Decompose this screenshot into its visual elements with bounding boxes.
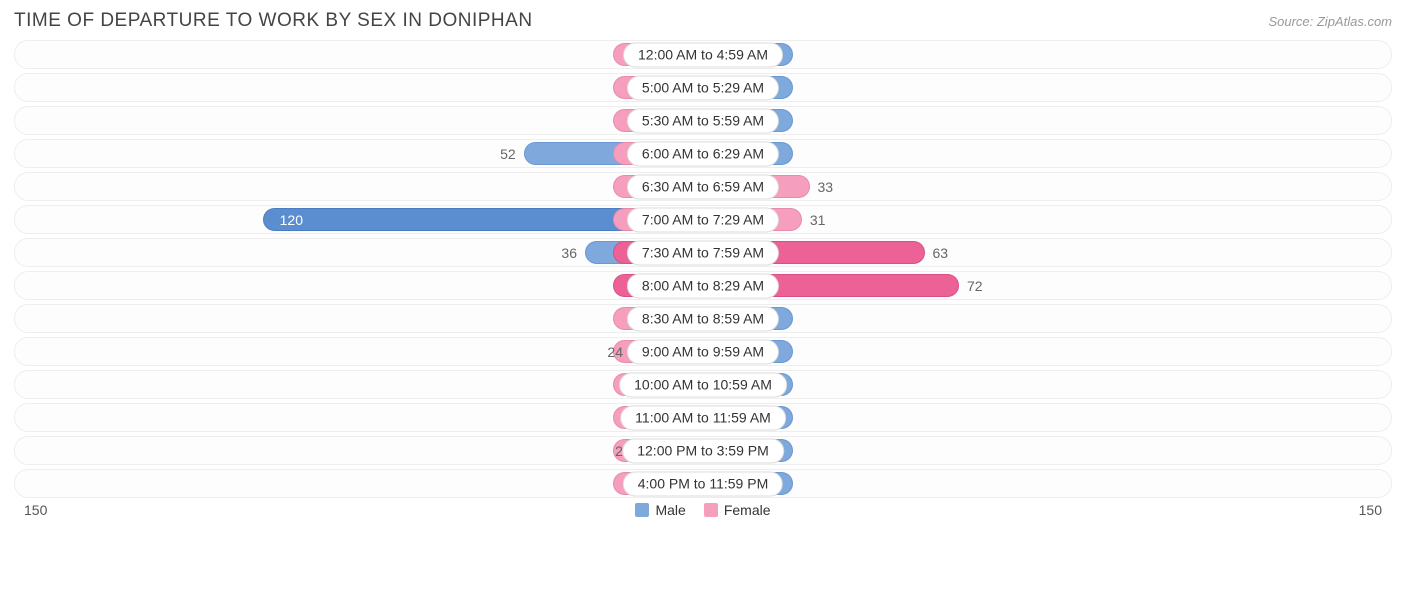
chart-row: 120 31 7:00 AM to 7:29 AM (14, 205, 1392, 234)
time-range-label: 7:00 AM to 7:29 AM (627, 207, 779, 232)
female-value: 33 (818, 179, 834, 195)
time-range-label: 6:00 AM to 6:29 AM (627, 141, 779, 166)
chart-row: 14175:30 AM to 5:59 AM (14, 106, 1392, 135)
time-range-label: 9:00 AM to 9:59 AM (627, 339, 779, 364)
chart-row: 0711:00 AM to 11:59 AM (14, 403, 1392, 432)
legend-male-label: Male (655, 502, 685, 518)
axis-max-left: 150 (24, 502, 47, 518)
female-swatch-icon (704, 503, 718, 517)
time-range-label: 8:00 AM to 8:29 AM (627, 273, 779, 298)
female-value: 72 (967, 278, 983, 294)
legend: Male Female (635, 502, 770, 518)
chart-row: 24149:00 AM to 9:59 AM (14, 337, 1392, 366)
time-range-label: 6:30 AM to 6:59 AM (627, 174, 779, 199)
chart-row: 52106:00 AM to 6:29 AM (14, 139, 1392, 168)
chart-footer: 150 Male Female 150 (14, 502, 1392, 518)
male-swatch-icon (635, 503, 649, 517)
chart-row: 3336:30 AM to 6:59 AM (14, 172, 1392, 201)
male-value: 36 (561, 245, 577, 261)
source-label: Source: ZipAtlas.com (1268, 14, 1392, 29)
chart-row: 36 63 7:30 AM to 7:59 AM (14, 238, 1392, 267)
header: TIME OF DEPARTURE TO WORK BY SEX IN DONI… (14, 10, 1392, 32)
chart-row: 4012:00 AM to 4:59 AM (14, 40, 1392, 69)
chart-row: 0310:00 AM to 10:59 AM (14, 370, 1392, 399)
female-value: 63 (933, 245, 949, 261)
legend-female-label: Female (724, 502, 771, 518)
time-range-label: 8:30 AM to 8:59 AM (627, 306, 779, 331)
chart-row: 9728:00 AM to 8:29 AM (14, 271, 1392, 300)
time-range-label: 10:00 AM to 10:59 AM (619, 372, 787, 397)
time-range-label: 4:00 PM to 11:59 PM (623, 471, 783, 496)
chart-row: 005:00 AM to 5:29 AM (14, 73, 1392, 102)
chart-row: 308:30 AM to 8:59 AM (14, 304, 1392, 333)
time-range-label: 7:30 AM to 7:59 AM (627, 240, 779, 265)
legend-female: Female (704, 502, 771, 518)
male-value: 24 (607, 344, 623, 360)
chart-row: 221712:00 PM to 3:59 PM (14, 436, 1392, 465)
time-range-label: 5:30 AM to 5:59 AM (627, 108, 779, 133)
time-range-label: 11:00 AM to 11:59 AM (620, 405, 786, 430)
male-value: 52 (500, 146, 516, 162)
male-value: 120 (280, 212, 303, 228)
chart-row: 18144:00 PM to 11:59 PM (14, 469, 1392, 498)
axis-max-right: 150 (1359, 502, 1382, 518)
diverging-bar-chart: 4012:00 AM to 4:59 AM 005:00 AM to 5:29 A… (14, 40, 1392, 498)
legend-male: Male (635, 502, 685, 518)
time-range-label: 12:00 PM to 3:59 PM (622, 438, 784, 463)
time-range-label: 5:00 AM to 5:29 AM (627, 75, 779, 100)
female-value: 31 (810, 212, 826, 228)
time-range-label: 12:00 AM to 4:59 AM (623, 42, 783, 67)
chart-title: TIME OF DEPARTURE TO WORK BY SEX IN DONI… (14, 10, 533, 32)
